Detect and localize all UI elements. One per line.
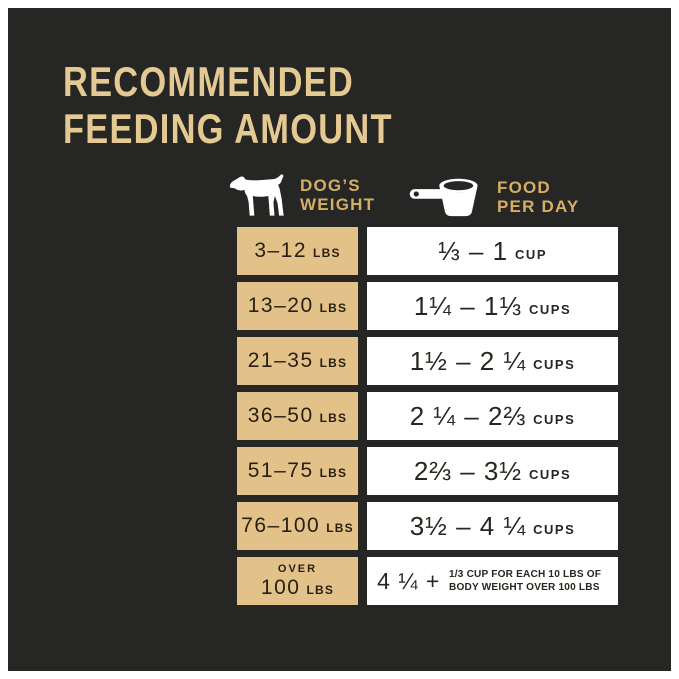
table-row: 36–50 LBS 2 ¼ – 2⅔ CUPS: [237, 392, 618, 440]
feeding-table: 3–12 LBS ⅓ – 1 CUP 13–20 LBS 1¼ – 1⅓ CUPS 21…: [237, 227, 618, 605]
amount-cell: ⅓ – 1 CUP: [367, 227, 618, 275]
table-row: 76–100 LBS 3½ – 4 ¼ CUPS: [237, 502, 618, 550]
dog-icon: [229, 174, 291, 216]
amount-cell: 4 ¼ + 1/3 CUP FOR EACH 10 LBS OF BODY WE…: [367, 557, 618, 605]
weight-cell: 21–35 LBS: [237, 337, 358, 385]
weight-cell: OVER 100 LBS: [237, 557, 358, 605]
title-line-1: RECOMMENDED: [63, 58, 354, 105]
table-row: 13–20 LBS 1¼ – 1⅓ CUPS: [237, 282, 618, 330]
dark-background: RECOMMENDED FEEDING AMOUNT DOG’S WEIGHT: [8, 8, 671, 671]
amount-cell: 1½ – 2 ¼ CUPS: [367, 337, 618, 385]
amount-cell: 2⅔ – 3½ CUPS: [367, 447, 618, 495]
weight-cell: 13–20 LBS: [237, 282, 358, 330]
page-title: RECOMMENDED FEEDING AMOUNT: [63, 58, 393, 152]
weight-cell: 51–75 LBS: [237, 447, 358, 495]
weight-cell: 3–12 LBS: [237, 227, 358, 275]
table-row: 51–75 LBS 2⅔ – 3½ CUPS: [237, 447, 618, 495]
weight-cell: 76–100 LBS: [237, 502, 358, 550]
title-line-2: FEEDING AMOUNT: [63, 105, 393, 152]
table-row: 3–12 LBS ⅓ – 1 CUP: [237, 227, 618, 275]
weight-column-label: DOG’S WEIGHT: [300, 176, 376, 214]
table-row: 21–35 LBS 1½ – 2 ¼ CUPS: [237, 337, 618, 385]
amount-note: 1/3 CUP FOR EACH 10 LBS OF BODY WEIGHT O…: [449, 568, 602, 593]
measuring-cup-icon: [408, 172, 488, 222]
column-header-food-per-day: FOOD PER DAY: [408, 172, 579, 222]
amount-cell: 3½ – 4 ¼ CUPS: [367, 502, 618, 550]
weight-cell: 36–50 LBS: [237, 392, 358, 440]
amount-cell: 2 ¼ – 2⅔ CUPS: [367, 392, 618, 440]
table-row: OVER 100 LBS 4 ¼ + 1/3 CUP FOR EACH 10 LB…: [237, 557, 618, 605]
column-header-dogs-weight: DOG’S WEIGHT: [229, 174, 375, 216]
amount-cell: 1¼ – 1⅓ CUPS: [367, 282, 618, 330]
food-column-label: FOOD PER DAY: [497, 178, 580, 216]
